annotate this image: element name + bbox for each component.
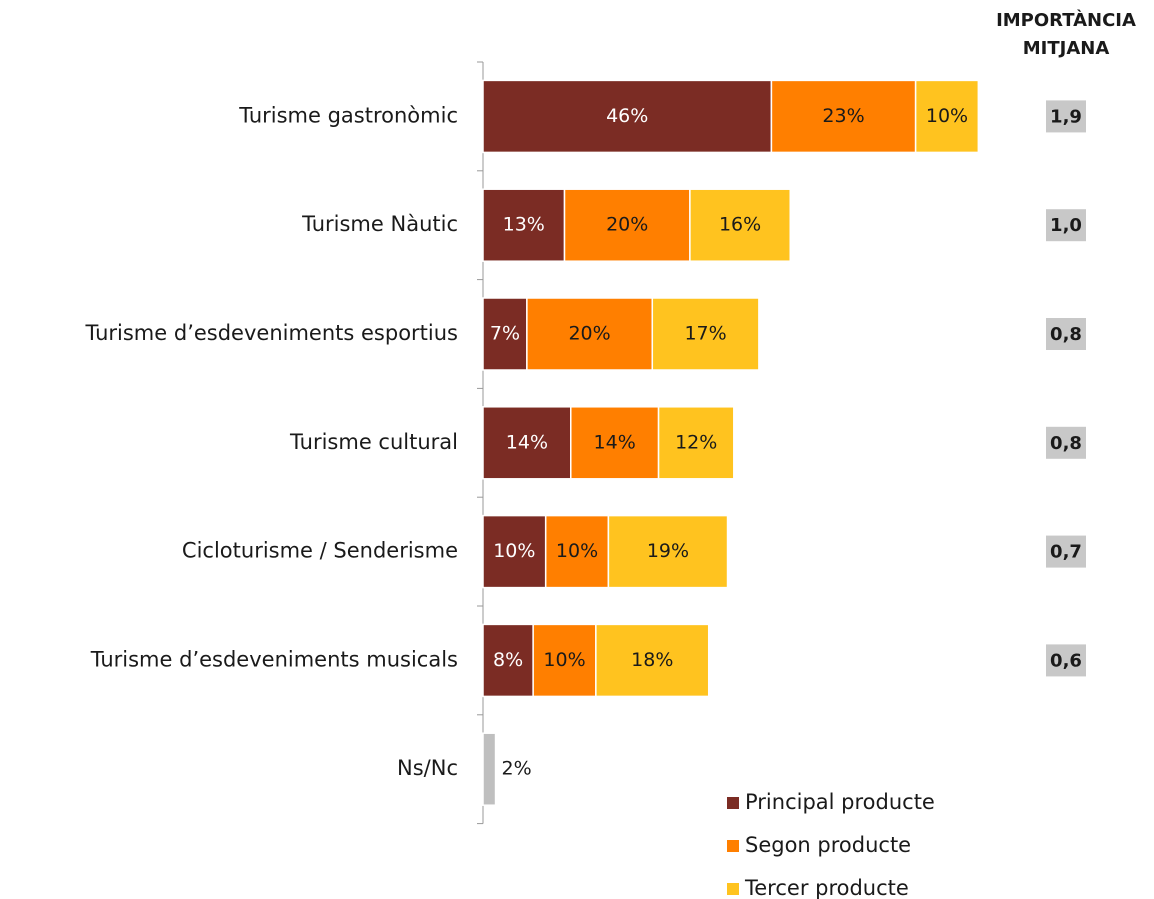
value-label: 13%	[503, 214, 545, 236]
bar-segment	[482, 297, 528, 371]
value-label: 46%	[606, 105, 648, 127]
bar-segment	[482, 623, 534, 698]
importance-value: 1,0	[1050, 215, 1082, 236]
bar-segment	[482, 406, 572, 480]
legend-label: Principal producte	[745, 790, 935, 814]
bar-segment	[914, 79, 980, 154]
importance-box	[1046, 100, 1086, 133]
bar-segment	[770, 79, 917, 154]
value-label: 20%	[568, 323, 610, 345]
bar-segment	[532, 623, 597, 698]
value-label: 7%	[490, 323, 520, 345]
category-label: Ns/Nc	[397, 756, 458, 780]
bar-segment	[595, 623, 710, 698]
importance-value: 0,8	[1050, 433, 1082, 454]
category-label: Turisme gastronòmic	[238, 103, 458, 127]
importance-value: 1,9	[1050, 106, 1082, 127]
legend-swatch	[727, 840, 739, 852]
bar-segment	[657, 406, 735, 480]
value-label: 2%	[502, 758, 532, 780]
category-label: Cicloturisme / Senderisme	[182, 539, 458, 563]
bar-segment	[563, 188, 691, 262]
bar-segment	[689, 188, 791, 262]
value-label: 10%	[543, 649, 585, 671]
category-label: Turisme Nàutic	[301, 212, 458, 236]
value-label: 8%	[493, 649, 523, 671]
value-label: 23%	[822, 105, 864, 127]
value-label: 12%	[675, 431, 717, 453]
value-label: 18%	[631, 649, 673, 671]
value-label: 14%	[594, 431, 636, 453]
bar-segment	[482, 514, 547, 589]
importance-value: 0,7	[1050, 542, 1082, 563]
legend-swatch	[727, 797, 739, 809]
category-label: Turisme cultural	[289, 430, 458, 454]
importance-value: 0,6	[1050, 650, 1082, 671]
value-label: 19%	[647, 540, 689, 562]
value-label: 14%	[506, 431, 548, 453]
bar-segment	[526, 297, 654, 371]
legend-label: Tercer producte	[744, 876, 909, 899]
bar-segment	[482, 732, 497, 806]
importance-title: IMPORTÀNCIA	[996, 9, 1136, 31]
value-label: 16%	[719, 214, 761, 236]
importance-box	[1046, 209, 1086, 242]
value-label: 20%	[606, 214, 648, 236]
bar-segment	[482, 188, 566, 262]
value-label: 17%	[684, 323, 726, 345]
importance-box	[1046, 535, 1086, 568]
bar-segment	[607, 514, 729, 589]
category-label: Turisme d’esdeveniments musicals	[90, 647, 458, 671]
importance-box	[1046, 644, 1086, 677]
importance-box	[1046, 318, 1086, 350]
category-label: Turisme d’esdeveniments esportius	[84, 321, 458, 345]
legend-swatch	[727, 883, 739, 895]
legend-label: Segon producte	[745, 833, 911, 857]
bar-segment	[544, 514, 610, 589]
value-label: 10%	[926, 105, 968, 127]
value-label: 10%	[556, 540, 598, 562]
importance-box	[1046, 426, 1086, 459]
bar-segment	[651, 297, 760, 371]
importance-title: MITJANA	[1023, 38, 1110, 59]
value-label: 10%	[493, 540, 535, 562]
importance-value: 0,8	[1050, 324, 1082, 345]
